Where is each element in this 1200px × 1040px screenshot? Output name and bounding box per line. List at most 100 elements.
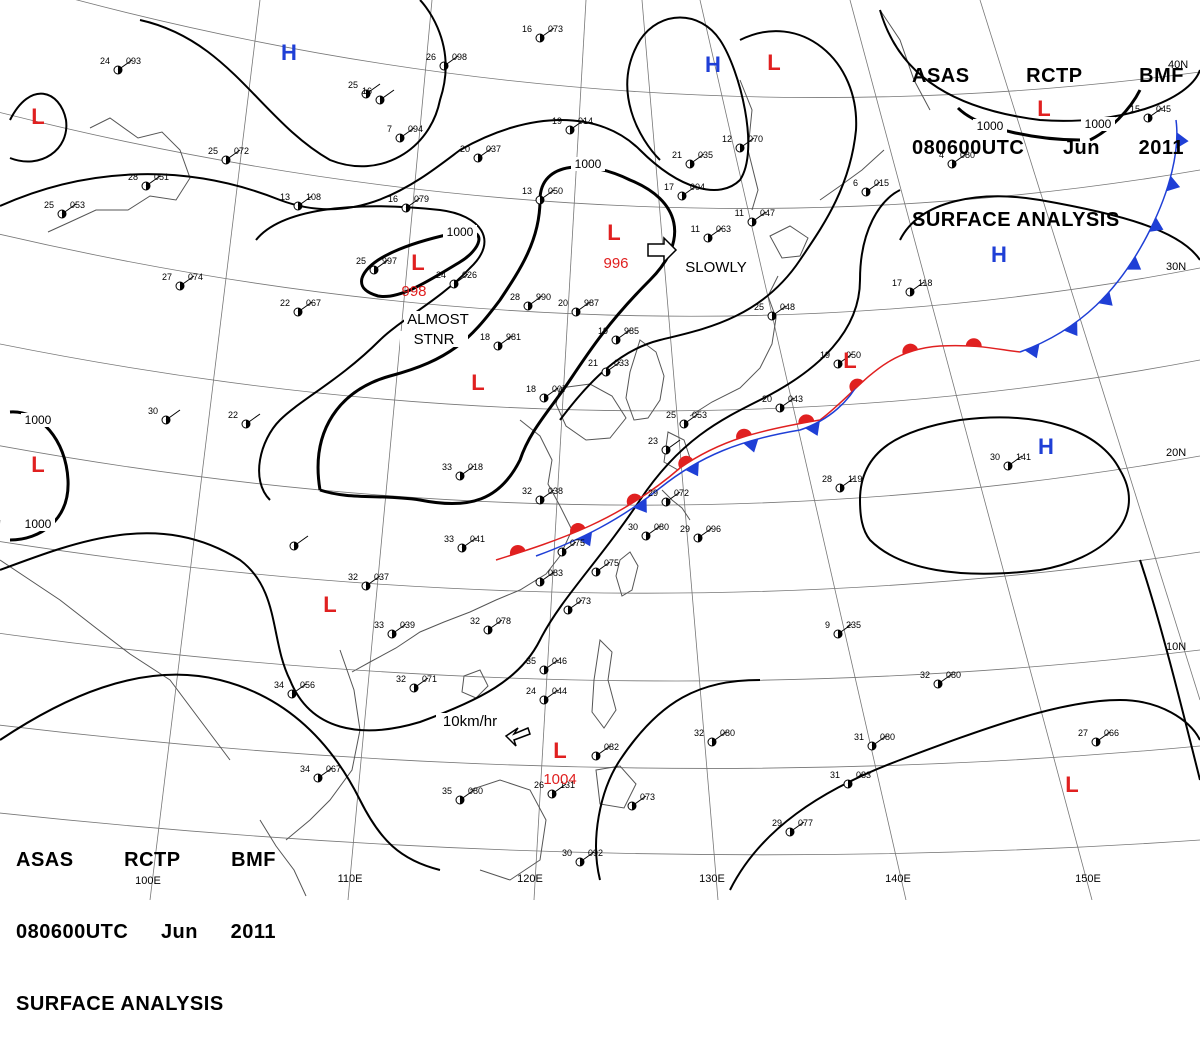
station-plot: 22 067 [280, 298, 321, 317]
station-temperature: 4 [939, 150, 944, 160]
station-plot: 25 [348, 80, 381, 99]
station-plot: 075 [591, 558, 619, 577]
isobars [0, 0, 1200, 891]
station-plot: 18 981 [480, 332, 521, 351]
isobar-label: 1000 [571, 157, 605, 171]
cold-front-triangle [1149, 217, 1164, 232]
low-pressure-center: L [31, 104, 44, 129]
cold-front-triangle [685, 461, 699, 477]
wind-barb [847, 773, 863, 785]
isobar-value: 1000 [25, 517, 52, 531]
station-pressure: 073 [640, 792, 655, 802]
wind-barb [365, 575, 381, 587]
station-temperature: 19 [598, 326, 608, 336]
isobar-northeast-upper [879, 9, 1200, 122]
isobar-label: 1000 [21, 413, 55, 427]
station-temperature: 20 [762, 394, 772, 404]
latitude-line-30n [0, 233, 1200, 317]
station-pressure: 018 [468, 462, 483, 472]
central-pressure-value: 1004 [543, 771, 576, 788]
cold-front-triangle [1166, 176, 1181, 192]
arrow-southwest-icon [504, 726, 531, 747]
station-plot: 25 053 [44, 200, 85, 219]
isobar-south-center [595, 679, 761, 881]
station-temperature: 32 [470, 616, 480, 626]
station-temperature: 21 [588, 358, 598, 368]
coastline-kuril [819, 149, 885, 201]
front-symbols [509, 132, 1189, 556]
title-time: 080600UTC [912, 137, 1025, 159]
station-pressure: 093 [126, 56, 141, 66]
station-temperature: 7 [387, 124, 392, 134]
annotation-text: STNR [414, 331, 455, 348]
station-temperature: 17 [892, 278, 902, 288]
cold-front-triangle [1098, 291, 1113, 306]
coastline-indochina [285, 649, 361, 841]
map-labels: 110E 120E 130E 140E 150E 100E 40N 30N 20N 10N 1000… [21, 59, 1188, 887]
wind-barb [459, 465, 475, 477]
wind-barb [681, 185, 697, 197]
station-plot: 31 080 [854, 732, 895, 751]
longitude-label: 140E [885, 873, 911, 885]
station-temperature: 32 [522, 486, 532, 496]
isobar-value: 1000 [25, 413, 52, 427]
longitude-line-100e [149, 0, 261, 900]
cold-front-triangle [577, 531, 593, 547]
station-pressure: 041 [470, 534, 485, 544]
title-month-bottom: Jun [160, 921, 198, 943]
wind-barb [937, 673, 953, 685]
station-plot: 12 070 [722, 134, 763, 153]
station-temperature: 25 [754, 302, 764, 312]
coastline-korea [625, 339, 665, 421]
title-block-top: ASAS RCTP BMF 080600UTC Jun 2011 SURFACE ANA… [912, 16, 1184, 256]
wind-barb [779, 397, 795, 409]
wind-barb [291, 683, 307, 695]
station-pressure: 070 [748, 134, 763, 144]
wind-barb [453, 273, 469, 285]
low-pressure-center: L [411, 250, 424, 275]
wind-barb [539, 571, 555, 583]
central-pressure-value: 996 [603, 255, 628, 272]
fronts [495, 119, 1189, 561]
wind-barb [751, 211, 767, 223]
isobar-998-inner [360, 230, 481, 299]
station-pressure: 072 [674, 488, 689, 498]
station-pressure: 039 [400, 620, 415, 630]
station-pressure: 038 [548, 486, 563, 496]
station-temperature: 25 [666, 410, 676, 420]
station-pressure: 053 [70, 200, 85, 210]
station-temperature: 29 [680, 524, 690, 534]
wind-barb [405, 197, 421, 209]
isobar-south-sweep [0, 189, 901, 732]
wind-barb [951, 153, 967, 165]
wind-barb [527, 295, 543, 307]
cold-front-triangle [633, 498, 647, 513]
station-temperature: 24 [436, 270, 446, 280]
isobar-northwest-loop [139, 0, 447, 168]
station-plot: 20 037 [460, 144, 501, 163]
low-pressure-center: L [607, 220, 620, 245]
station-pressure: 118 [918, 278, 932, 288]
wind-barb [739, 137, 755, 149]
station-pressure: 997 [382, 256, 397, 266]
cold-front-triangle [1176, 132, 1189, 149]
station-pressure: 080 [880, 732, 895, 742]
station-temperature: 25 [44, 200, 54, 210]
station-plot: 32 038 [522, 486, 563, 505]
station-temperature: 21 [672, 150, 682, 160]
station-temperature: 28 [510, 292, 520, 302]
longitude-label: 120E [517, 873, 543, 885]
isobar-north-band [0, 16, 750, 211]
station-temperature: 24 [526, 686, 536, 696]
station-pressure: 080 [720, 728, 735, 738]
coastline-bay-bengal [0, 559, 231, 761]
station-temperature: 18 [526, 384, 536, 394]
wind-barb [551, 783, 567, 795]
station-pressure: 066 [1104, 728, 1119, 738]
title-bureau-bottom: BMF [231, 849, 276, 871]
title-agency: ASAS [912, 65, 970, 87]
station-pressure: 007 [552, 384, 567, 394]
wind-barb [477, 147, 493, 159]
station-plot: 075 [557, 538, 585, 557]
station-pressure: 981 [506, 332, 521, 342]
